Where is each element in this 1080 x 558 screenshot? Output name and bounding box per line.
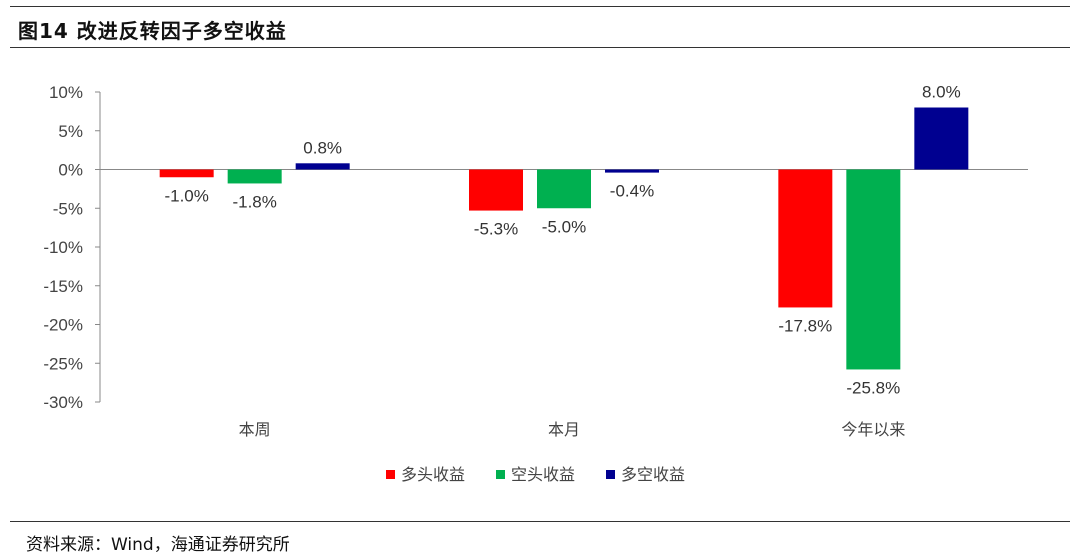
bar-2-3 [846, 169, 901, 370]
top-rule [10, 6, 1070, 7]
y-tick-label: 10% [49, 83, 83, 102]
data-labels-layer: -1.0% -1.8% 0.8% -5.3% -5.0% -0.4% -17.8% -25.8… [164, 83, 960, 398]
bar-3-3 [914, 107, 969, 170]
bar-1-3 [778, 169, 833, 308]
bar-chart: 10% 5% 0% -5% -10% -15% -20% -25% -30% 本周 本月 今年以来 -… [43, 83, 1028, 484]
bar-2-2 [537, 169, 591, 209]
bar-3-2 [605, 169, 659, 173]
bar-3-1 [295, 163, 350, 170]
bars-layer [159, 107, 969, 370]
figure-footer: 资料来源：Wind，海通证券研究所 [0, 518, 1080, 558]
title-rule [10, 47, 1070, 48]
x-category-label: 本周 [239, 421, 271, 439]
figure-header: 图14 改进反转因子多空收益 [0, 0, 1080, 52]
data-label: -5.3% [474, 220, 518, 239]
data-label: -0.4% [610, 182, 654, 201]
x-category-label: 今年以来 [841, 421, 905, 439]
data-label: 8.0% [922, 83, 961, 102]
y-tick-label: 5% [58, 122, 83, 141]
data-label: -1.8% [232, 192, 276, 211]
legend: 多头收益 空头收益 多空收益 [386, 466, 685, 484]
legend-swatch [386, 470, 395, 479]
legend-label: 多空收益 [621, 466, 685, 484]
data-label: -5.0% [542, 217, 586, 236]
data-label: -17.8% [778, 316, 832, 335]
y-tick-label: -5% [53, 199, 83, 218]
axis-layer: 10% 5% 0% -5% -10% -15% -20% -25% -30% 本周 本月 今年以来 [43, 83, 1028, 439]
bar-1-1 [159, 169, 214, 178]
legend-swatch [606, 470, 615, 479]
figure-title: 图14 改进反转因子多空收益 [18, 19, 287, 43]
y-tick-label: -10% [43, 238, 83, 257]
legend-label: 多头收益 [401, 466, 465, 484]
y-tick-label: -25% [43, 354, 83, 373]
legend-label: 空头收益 [511, 466, 575, 484]
y-tick-label: 0% [58, 161, 83, 180]
bar-1-2 [469, 169, 523, 211]
y-tick-label: -30% [43, 393, 83, 412]
data-label: 0.8% [303, 138, 342, 157]
bar-2-1 [227, 169, 282, 184]
y-tick-label: -15% [43, 277, 83, 296]
data-label: -1.0% [164, 186, 208, 205]
bottom-rule [10, 521, 1070, 522]
source-note: 资料来源：Wind，海通证券研究所 [26, 535, 290, 555]
y-tick-label: -20% [43, 316, 83, 335]
x-category-label: 本月 [548, 421, 580, 439]
data-label: -25.8% [846, 378, 900, 397]
legend-swatch [496, 470, 505, 479]
